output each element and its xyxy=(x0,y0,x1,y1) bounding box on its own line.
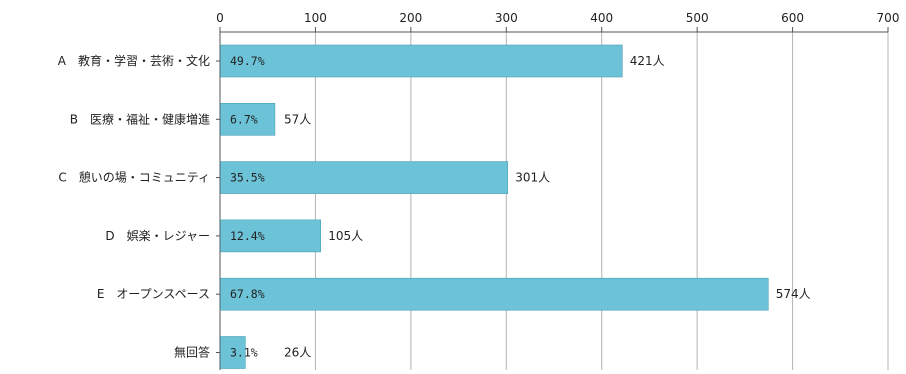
x-tick-label: 400 xyxy=(590,11,613,25)
x-tick-label: 600 xyxy=(781,11,804,25)
x-tick-label: 200 xyxy=(399,11,422,25)
bar xyxy=(220,336,246,369)
category-label: D 娯楽・レジャー xyxy=(105,229,210,243)
percent-label: 3.1% xyxy=(230,346,258,360)
category-label: A 教育・学習・芸術・文化 xyxy=(58,53,210,68)
value-label: 57人 xyxy=(284,112,311,126)
bar xyxy=(220,161,509,194)
x-tick-label: 0 xyxy=(216,11,224,25)
percent-label: 67.8% xyxy=(230,287,265,301)
x-tick-label: 300 xyxy=(495,11,518,25)
value-label: 574人 xyxy=(776,287,811,301)
bar xyxy=(220,219,321,253)
value-label: 26人 xyxy=(284,346,311,360)
value-label: 421人 xyxy=(630,54,665,68)
category-label: B 医療・福祉・健康増進 xyxy=(70,111,210,126)
value-label: 105人 xyxy=(328,229,363,243)
value-label: 301人 xyxy=(515,171,550,185)
percent-label: 6.7% xyxy=(230,112,258,126)
bar xyxy=(220,277,769,311)
bar xyxy=(220,44,623,78)
category-label: E オープンスペース xyxy=(97,287,210,301)
x-tick-label: 700 xyxy=(877,11,900,25)
x-tick-label: 500 xyxy=(686,11,709,25)
percent-label: 35.5% xyxy=(230,171,265,185)
category-label: C 憩いの場・コミュニティ xyxy=(58,170,210,185)
category-label: 無回答 xyxy=(174,345,210,360)
percent-label: 12.4% xyxy=(230,229,265,243)
bar xyxy=(220,103,276,136)
x-tick-label: 100 xyxy=(304,11,327,25)
percent-label: 49.7% xyxy=(230,54,265,68)
